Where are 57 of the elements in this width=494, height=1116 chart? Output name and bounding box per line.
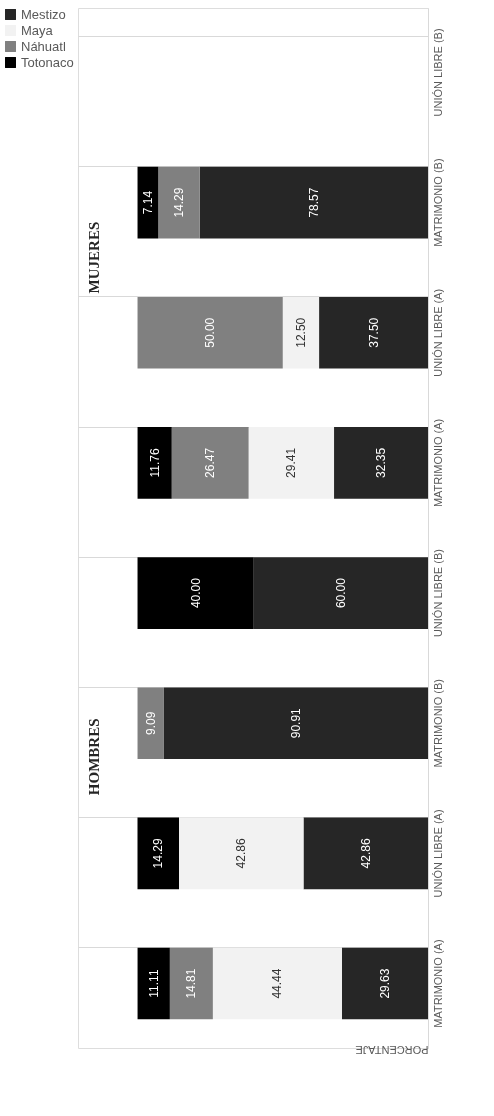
data-label: 11.76 bbox=[147, 448, 162, 478]
y-tick-label: MATRIMONIO (A) bbox=[431, 939, 444, 1028]
data-label: 42.86 bbox=[234, 838, 249, 869]
bar bbox=[137, 427, 172, 499]
legend-label: Totonaco bbox=[21, 54, 74, 70]
data-label: 32.35 bbox=[374, 447, 389, 478]
data-label: 7.14 bbox=[140, 190, 155, 215]
y-tick-label: UNIÓN LIBRE (B) bbox=[431, 28, 444, 117]
bar bbox=[169, 947, 213, 1020]
data-label: 90.91 bbox=[288, 707, 303, 739]
y-tick-label: MATRIMONIO (B) bbox=[431, 679, 444, 768]
bar bbox=[137, 687, 164, 760]
x-axis-title: PORCENTAJE bbox=[355, 1043, 429, 1056]
y-tick-label: UNIÓN LIBRE (A) bbox=[431, 288, 444, 377]
data-label: 14.29 bbox=[151, 838, 166, 869]
y-tick-label: UNIÓN LIBRE (B) bbox=[431, 549, 444, 638]
text: HOMBRES bbox=[86, 718, 102, 796]
bar bbox=[137, 817, 180, 890]
data-label: 26.47 bbox=[203, 447, 218, 478]
bar bbox=[137, 166, 159, 239]
bar bbox=[282, 296, 320, 369]
bar bbox=[341, 947, 428, 1020]
legend-label: Náhuatl bbox=[21, 38, 66, 54]
data-label: 11.11 bbox=[146, 969, 161, 998]
bar bbox=[158, 166, 200, 239]
y-tick-label: MATRIMONIO (B) bbox=[431, 158, 444, 247]
legend-label: Mestizo bbox=[21, 6, 66, 22]
bar bbox=[137, 557, 254, 629]
bar bbox=[179, 817, 304, 890]
bar bbox=[163, 687, 428, 760]
bar bbox=[253, 557, 428, 629]
data-label: 44.44 bbox=[270, 968, 285, 999]
data-label: 37.50 bbox=[366, 317, 381, 348]
data-label: 60.00 bbox=[333, 577, 348, 609]
bar bbox=[319, 296, 428, 369]
data-label: 42.86 bbox=[358, 838, 373, 869]
bar bbox=[248, 427, 335, 499]
bar bbox=[212, 947, 342, 1020]
data-label: 40.00 bbox=[188, 577, 203, 609]
data-label: 29.63 bbox=[377, 968, 392, 999]
data-label: 50.00 bbox=[203, 317, 218, 348]
bar bbox=[303, 817, 428, 890]
data-label: 14.29 bbox=[172, 187, 187, 218]
bar bbox=[137, 947, 170, 1020]
bar bbox=[171, 427, 249, 499]
data-label: 9.09 bbox=[143, 711, 158, 735]
data-label: 14.81 bbox=[184, 968, 199, 999]
data-label: 78.57 bbox=[306, 187, 321, 218]
y-tick-label: MATRIMONIO (A) bbox=[431, 418, 444, 508]
data-label: 12.50 bbox=[293, 317, 308, 348]
bar bbox=[137, 296, 283, 369]
legend-label: Maya bbox=[21, 22, 54, 38]
y-tick-label: UNIÓN LIBRE (A) bbox=[431, 809, 444, 898]
bar bbox=[199, 166, 428, 239]
bar bbox=[334, 427, 428, 499]
data-label: 29.41 bbox=[284, 447, 299, 478]
text: MUJERES bbox=[86, 221, 102, 294]
